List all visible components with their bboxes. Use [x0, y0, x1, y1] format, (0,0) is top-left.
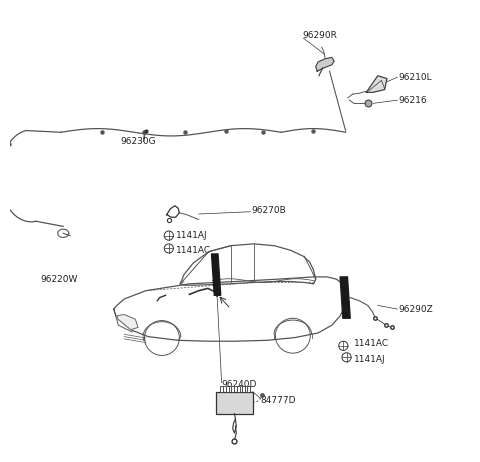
Polygon shape — [212, 254, 221, 295]
Text: 1141AC: 1141AC — [176, 246, 211, 255]
FancyBboxPatch shape — [247, 386, 250, 392]
Text: 96216: 96216 — [398, 96, 427, 104]
Text: 84777D: 84777D — [261, 396, 296, 406]
Text: 1141AJ: 1141AJ — [176, 231, 207, 240]
Polygon shape — [366, 76, 387, 92]
Polygon shape — [117, 315, 138, 330]
FancyBboxPatch shape — [231, 386, 234, 392]
FancyBboxPatch shape — [226, 386, 228, 392]
Polygon shape — [340, 277, 350, 318]
Text: 96290R: 96290R — [302, 31, 337, 40]
Text: 96290Z: 96290Z — [398, 304, 433, 314]
Polygon shape — [180, 244, 316, 285]
Polygon shape — [114, 277, 346, 341]
Text: 96230G: 96230G — [120, 137, 156, 146]
Text: 96270B: 96270B — [252, 206, 286, 215]
FancyBboxPatch shape — [220, 386, 223, 392]
Polygon shape — [316, 57, 334, 71]
Text: 96220W: 96220W — [40, 275, 78, 284]
FancyBboxPatch shape — [242, 386, 245, 392]
Text: 96210L: 96210L — [398, 73, 432, 82]
FancyBboxPatch shape — [237, 386, 240, 392]
Text: 96240D: 96240D — [222, 380, 257, 389]
FancyBboxPatch shape — [216, 392, 253, 414]
Text: 1141AC: 1141AC — [354, 339, 389, 348]
Text: 1141AJ: 1141AJ — [354, 355, 385, 364]
